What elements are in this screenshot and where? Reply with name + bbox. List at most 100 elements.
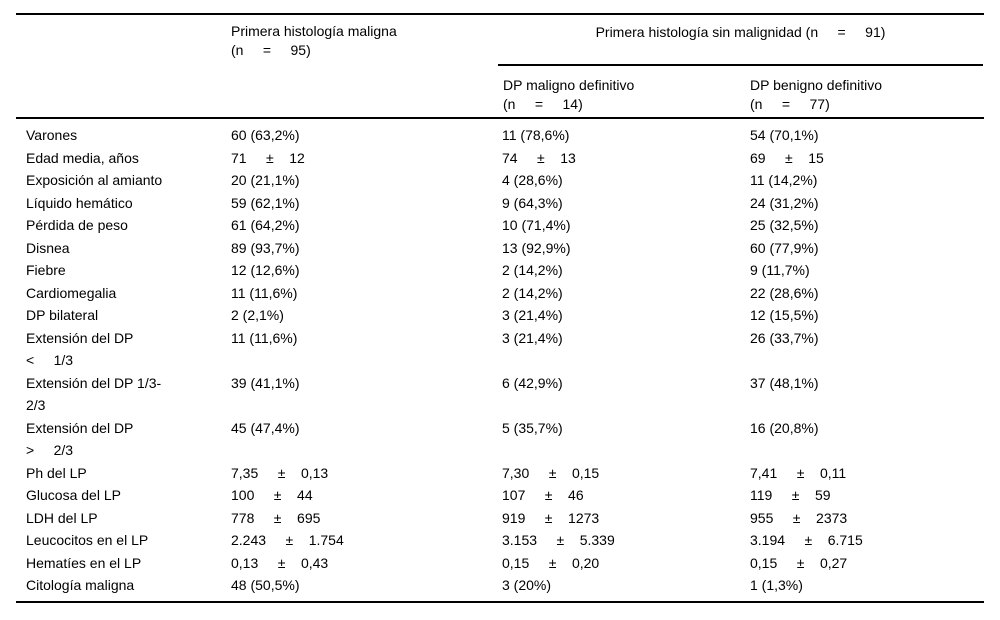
cell-dp-maligno: 3.153 ± 5.339: [502, 532, 615, 548]
row-label: Hematíes en el LP: [26, 554, 142, 571]
row-label: LDH del LP: [26, 509, 98, 526]
cell-maligna: 7,35 ± 0,13: [231, 464, 329, 481]
group-header-rule: [498, 64, 983, 66]
table-row: Pérdida de peso 61 (64,2%) 10 (71,4%) 25…: [0, 214, 1000, 237]
cell-maligna: 11 (11,6%): [231, 329, 298, 346]
cell-maligna: 71 ± 12: [231, 149, 305, 166]
column-header-maligna-n: (n = 95): [231, 42, 311, 58]
table-row: Exposición al amianto 20 (21,1%) 4 (28,6…: [0, 169, 1000, 192]
cell-maligna: 61 (64,2%): [231, 217, 300, 233]
cell-dp-maligno: 10 (71,4%): [502, 217, 571, 233]
row-label: DP bilateral: [26, 307, 99, 323]
row-label: Fiebre: [26, 262, 66, 278]
column-header-dp-maligno-n: (n = 14): [503, 96, 583, 112]
cell-dp-maligno: 11 (78,6%): [502, 127, 570, 143]
cell-maligna: 778 ± 695: [231, 509, 321, 526]
cell-dp-maligno: 3 (21,4%): [502, 329, 563, 346]
cell-maligna: 0,13 ± 0,43: [231, 554, 329, 571]
cell-dp-benigno: 69 ± 15: [750, 149, 824, 166]
cell-maligna: 20 (21,1%): [231, 172, 300, 188]
cell-dp-benigno: 9 (11,7%): [750, 262, 810, 278]
row-label: Extensión del DP < 1/3: [26, 329, 134, 369]
table-row: Citología maligna 48 (50,5%) 3 (20%) 1 (…: [0, 574, 1000, 597]
table-row: DP bilateral 2 (2,1%) 3 (21,4%) 12 (15,5…: [0, 304, 1000, 327]
cell-dp-maligno: 6 (42,9%): [502, 374, 563, 391]
cell-maligna: 59 (62,1%): [231, 194, 300, 211]
row-label: Exposición al amianto: [26, 172, 163, 188]
cell-dp-benigno: 7,41 ± 0,11: [750, 464, 847, 481]
cell-maligna: 2 (2,1%): [231, 307, 284, 323]
table-row: Líquido hemático 59 (62,1%) 9 (64,3%) 24…: [0, 192, 1000, 215]
cell-dp-maligno: 7,30 ± 0,15: [502, 464, 600, 481]
cell-dp-maligno: 9 (64,3%): [502, 194, 563, 211]
table-row: Extensión del DP 1/3- 2/3 39 (41,1%) 6 (…: [0, 372, 1000, 417]
cell-dp-benigno: 3.194 ± 6.715: [750, 532, 863, 548]
column-header-dp-maligno: DP maligno definitivo (n = 14): [503, 76, 745, 114]
row-label: Disnea: [26, 239, 70, 256]
column-header-dp-benigno-n: (n = 77): [750, 96, 830, 112]
row-label: Cardiomegalia: [26, 284, 117, 301]
column-header-dp-maligno-title: DP maligno definitivo: [503, 77, 635, 93]
cell-maligna: 11 (11,6%): [231, 284, 298, 301]
row-label: Glucosa del LP: [26, 487, 121, 503]
table-row: Disnea 89 (93,7%) 13 (92,9%) 60 (77,9%): [0, 237, 1000, 260]
table-row: Ph del LP 7,35 ± 0,13 7,30 ± 0,15 7,41 ±…: [0, 462, 1000, 485]
table-row: Extensión del DP < 1/3 11 (11,6%) 3 (21,…: [0, 327, 1000, 372]
table-row: Glucosa del LP 100 ± 44 107 ± 46 119 ± 5…: [0, 484, 1000, 507]
cell-dp-maligno: 74 ± 13: [502, 149, 576, 166]
cell-dp-benigno: 26 (33,7%): [750, 329, 819, 346]
cell-maligna: 89 (93,7%): [231, 239, 300, 256]
table-row: Edad media, años 71 ± 12 74 ± 13 69 ± 15: [0, 147, 1000, 170]
cell-dp-maligno: 2 (14,2%): [502, 262, 563, 278]
row-label: Líquido hemático: [26, 194, 133, 211]
cell-maligna: 48 (50,5%): [231, 577, 300, 593]
table-row: Cardiomegalia 11 (11,6%) 2 (14,2%) 22 (2…: [0, 282, 1000, 305]
cell-dp-benigno: 12 (15,5%): [750, 307, 819, 323]
row-label: Pérdida de peso: [26, 217, 128, 233]
cell-maligna: 2.243 ± 1.754: [231, 532, 344, 548]
table-row: Leucocitos en el LP 2.243 ± 1.754 3.153 …: [0, 529, 1000, 552]
cell-dp-benigno: 16 (20,8%): [750, 419, 819, 436]
cell-dp-benigno: 25 (32,5%): [750, 217, 819, 233]
cell-maligna: 100 ± 44: [231, 487, 313, 503]
bottom-rule: [16, 601, 984, 603]
row-label: Varones: [26, 127, 78, 143]
cell-dp-maligno: 0,15 ± 0,20: [502, 554, 600, 571]
cell-maligna: 39 (41,1%): [231, 374, 300, 391]
cell-dp-benigno: 22 (28,6%): [750, 284, 819, 301]
header-body-rule: [16, 117, 984, 119]
table-row: LDH del LP 778 ± 695 919 ± 1273 955 ± 23…: [0, 507, 1000, 530]
table-row: Varones 60 (63,2%) 11 (78,6%) 54 (70,1%): [0, 124, 1000, 147]
column-header-maligna: Primera histología maligna (n = 95): [231, 22, 493, 60]
cell-dp-benigno: 54 (70,1%): [750, 127, 819, 143]
cell-dp-maligno: 2 (14,2%): [502, 284, 563, 301]
cell-dp-benigno: 119 ± 59: [750, 487, 831, 503]
cell-dp-benigno: 60 (77,9%): [750, 239, 819, 256]
cell-dp-benigno: 1 (1,3%): [750, 577, 803, 593]
column-header-dp-benigno-title: DP benigno definitivo: [750, 77, 883, 93]
cell-dp-benigno: 37 (48,1%): [750, 374, 819, 391]
cell-maligna: 12 (12,6%): [231, 262, 300, 278]
table-row: Fiebre 12 (12,6%) 2 (14,2%) 9 (11,7%): [0, 259, 1000, 282]
row-label: Leucocitos en el LP: [26, 532, 149, 548]
row-label: Edad media, años: [26, 149, 139, 166]
row-label: Extensión del DP > 2/3: [26, 419, 134, 459]
cell-dp-benigno: 11 (14,2%): [750, 172, 818, 188]
cell-maligna: 60 (63,2%): [231, 127, 300, 143]
column-group-header-sin-malignidad: Primera histología sin malignidad (n = 9…: [595, 24, 886, 40]
cell-dp-maligno: 3 (21,4%): [502, 307, 563, 323]
table-row: Extensión del DP > 2/3 45 (47,4%) 5 (35,…: [0, 417, 1000, 462]
cell-dp-maligno: 919 ± 1273: [502, 509, 600, 526]
table-row: Hematíes en el LP 0,13 ± 0,43 0,15 ± 0,2…: [0, 552, 1000, 575]
table-body: Varones 60 (63,2%) 11 (78,6%) 54 (70,1%)…: [0, 124, 1000, 597]
cell-dp-maligno: 4 (28,6%): [502, 172, 563, 188]
row-label: Ph del LP: [26, 464, 87, 481]
cell-dp-benigno: 24 (31,2%): [750, 194, 819, 211]
row-label: Citología maligna: [26, 577, 135, 593]
row-label: Extensión del DP 1/3- 2/3: [26, 374, 162, 414]
cell-dp-maligno: 107 ± 46: [502, 487, 584, 503]
cell-dp-maligno: 5 (35,7%): [502, 419, 563, 436]
cell-dp-maligno: 3 (20%): [502, 577, 552, 593]
cell-dp-maligno: 13 (92,9%): [502, 239, 571, 256]
